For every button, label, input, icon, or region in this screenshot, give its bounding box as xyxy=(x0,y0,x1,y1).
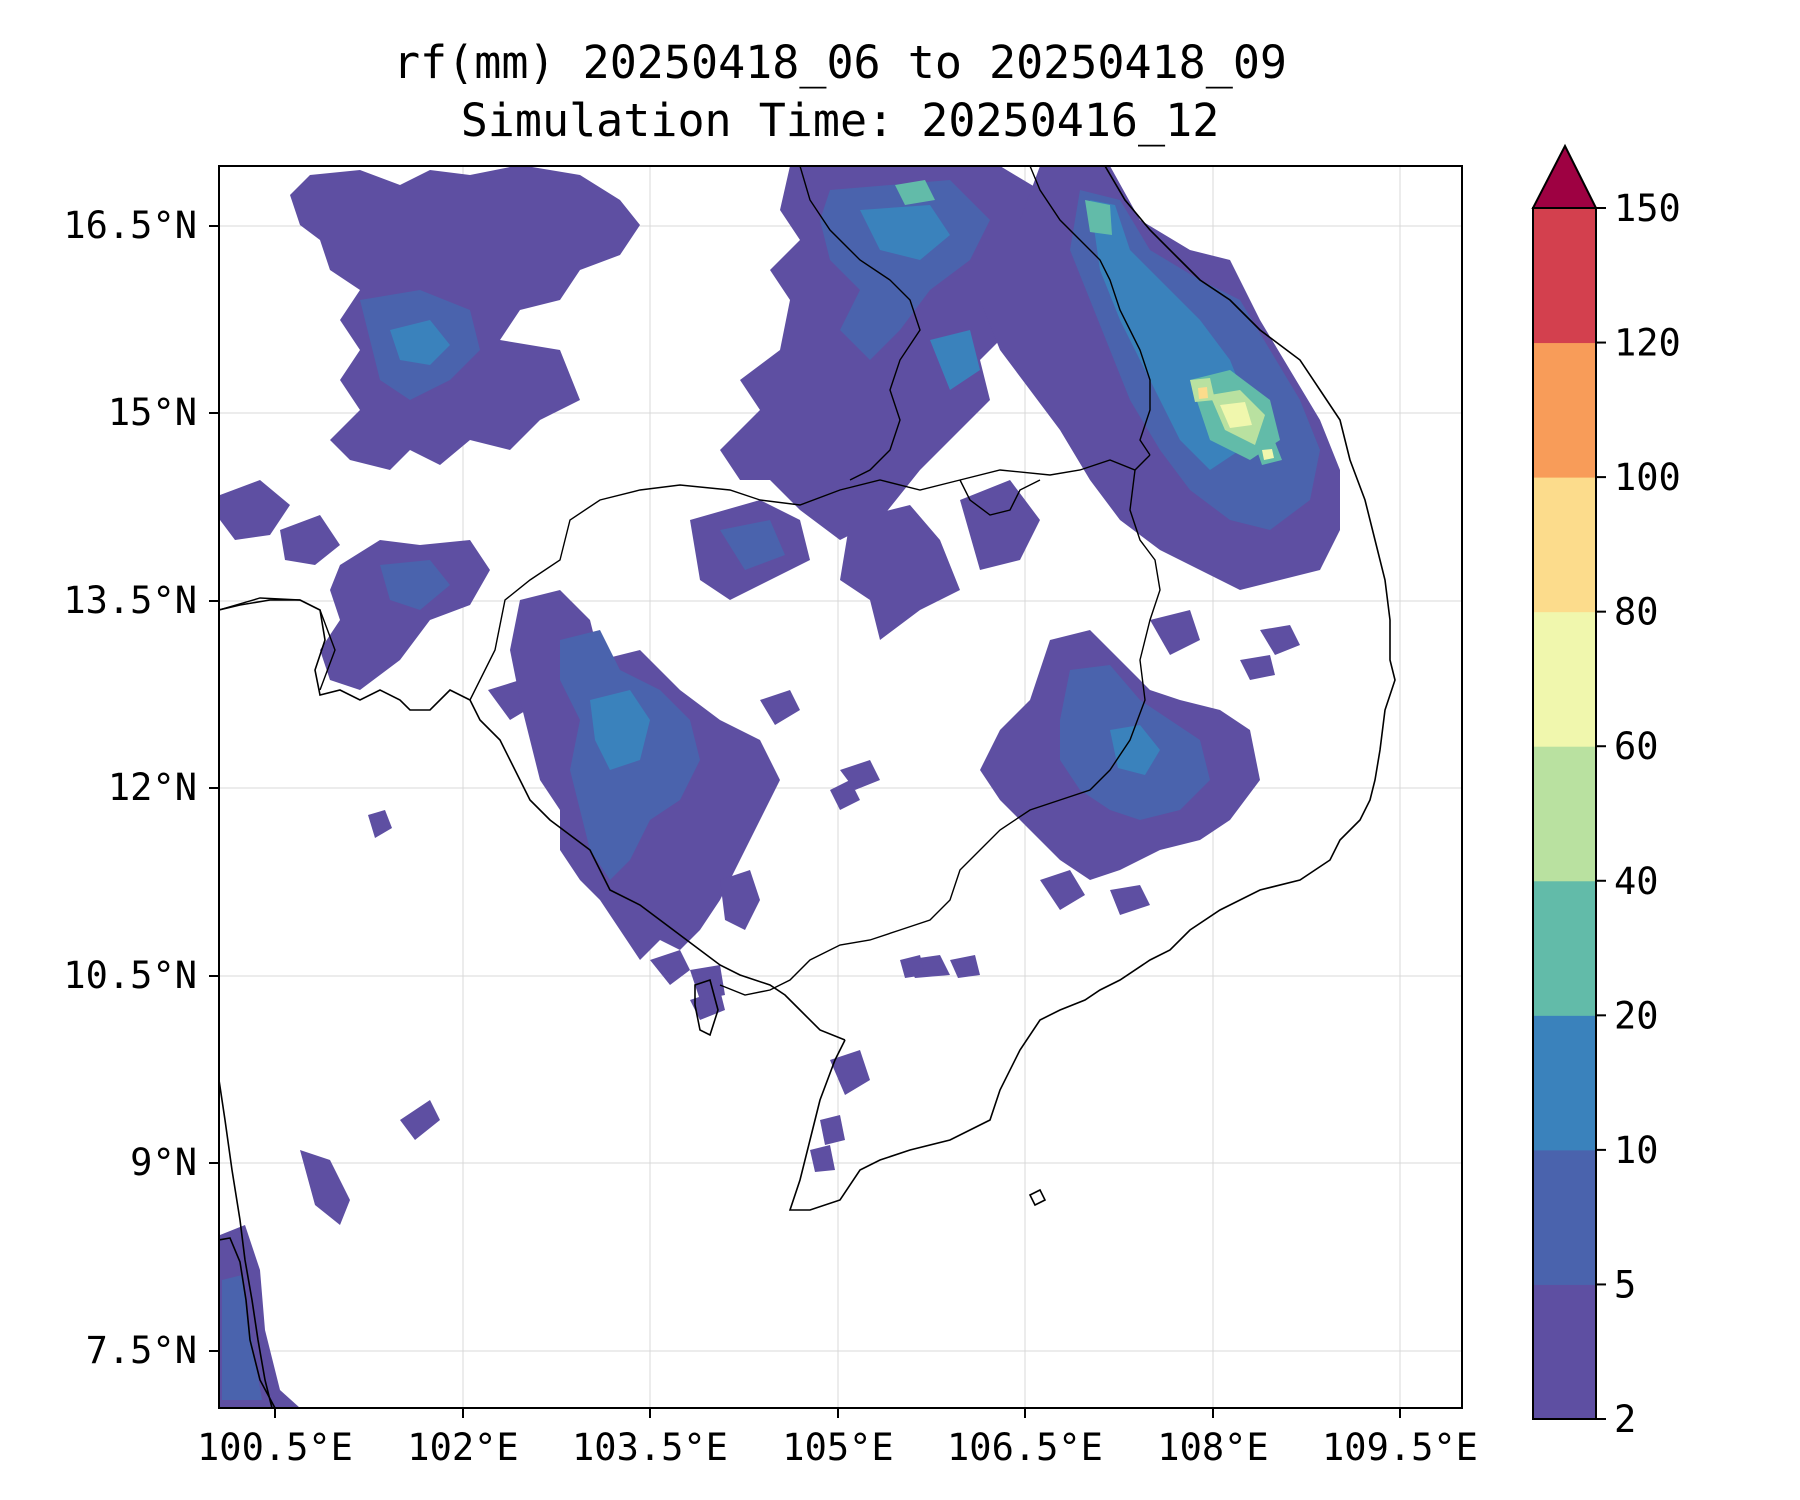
rain-area-central-vietnam xyxy=(980,166,1340,590)
coastline-malay-west xyxy=(219,1237,276,1408)
border-laos-vietnam xyxy=(1029,166,1151,456)
colorbar-tick-label: 5 xyxy=(1614,1263,1636,1306)
colorbar-tick-label: 2 xyxy=(1614,1398,1636,1441)
island-phu-quoc xyxy=(694,978,719,1037)
x-tick-label: 108°E xyxy=(1157,1426,1268,1469)
rain-area-western-cambodia xyxy=(510,590,950,1020)
colorbar-segment xyxy=(1533,611,1596,747)
y-tick-label: 9°N xyxy=(130,1141,197,1184)
colorbar-tick-label: 10 xyxy=(1614,1129,1659,1172)
y-tick-label: 15°N xyxy=(108,391,197,434)
colorbar-tick-label: 60 xyxy=(1614,725,1659,768)
rain-area-mekong-delta xyxy=(690,955,980,1172)
coastline-gulf-of-thailand xyxy=(219,599,846,1041)
y-tick-label: 10.5°N xyxy=(63,954,197,997)
x-tick-label: 109.5°E xyxy=(1322,1426,1478,1469)
colorbar-segment xyxy=(1533,1284,1596,1420)
y-axis-ticks: 16.5°N 15°N 13.5°N 12°N 10.5°N 9°N 7.5°N xyxy=(63,204,219,1372)
colorbar-tick-label: 100 xyxy=(1614,456,1681,499)
coastline-malay-peninsula xyxy=(219,1079,273,1408)
rain-area-northwest-thailand xyxy=(220,166,640,1408)
x-tick-label: 100.5°E xyxy=(197,1426,353,1469)
coastline-vietnam-east xyxy=(788,166,1396,1211)
x-tick-label: 102°E xyxy=(407,1426,518,1469)
island-con-dao xyxy=(1028,1188,1047,1207)
y-tick-label: 16.5°N xyxy=(63,204,197,247)
colorbar-segments xyxy=(1533,208,1596,1420)
colorbar-extend-arrow xyxy=(1531,143,1598,209)
colorbar-tick-label: 80 xyxy=(1614,591,1659,634)
border-laos-cambodia xyxy=(959,479,1041,516)
colorbar-tick-label: 120 xyxy=(1614,322,1681,365)
y-tick-label: 12°N xyxy=(108,766,197,809)
rain-area-central-laos xyxy=(690,166,1060,640)
colorbar-tick-label: 150 xyxy=(1614,187,1681,230)
map-subtitle: Simulation Time: 20250416_12 xyxy=(461,94,1220,147)
map-title: rf(mm) 20250418_06 to 20250418_09 xyxy=(393,36,1287,89)
colorbar-tick-label: 20 xyxy=(1614,994,1659,1037)
map-axes xyxy=(218,165,1463,1409)
x-tick-label: 103.5°E xyxy=(572,1426,728,1469)
border-laos-thailand xyxy=(799,166,921,481)
border-thailand-cambodia xyxy=(219,597,336,691)
colorbar-segment xyxy=(1533,880,1596,1016)
colorbar-ticks: 2 5 10 20 40 60 80 100 120 150 xyxy=(1596,187,1681,1441)
y-tick-label: 7.5°N xyxy=(86,1329,197,1372)
colorbar-segment xyxy=(1533,477,1596,613)
colorbar-segment xyxy=(1533,746,1596,882)
colorbar-segment xyxy=(1533,1149,1596,1285)
border-cambodia-north xyxy=(469,454,1151,701)
colorbar-frame xyxy=(1532,207,1597,1420)
coastlines-and-borders xyxy=(219,166,1396,1408)
colorbar-segment xyxy=(1533,1015,1596,1151)
colorbar-segment xyxy=(1533,208,1596,344)
x-tick-label: 106.5°E xyxy=(947,1426,1103,1469)
y-tick-label: 13.5°N xyxy=(63,579,197,622)
colorbar-tick-label: 40 xyxy=(1614,860,1659,903)
colorbar: 2 5 10 20 40 60 80 100 120 150 xyxy=(1531,143,1681,1441)
x-axis-ticks: 100.5°E 102°E 103.5°E 105°E 106.5°E 108°… xyxy=(197,1408,1478,1469)
border-cambodia-vietnam xyxy=(719,469,1161,996)
rain-field xyxy=(220,166,1340,1408)
colorbar-segment xyxy=(1533,342,1596,478)
x-tick-label: 105°E xyxy=(782,1426,893,1469)
